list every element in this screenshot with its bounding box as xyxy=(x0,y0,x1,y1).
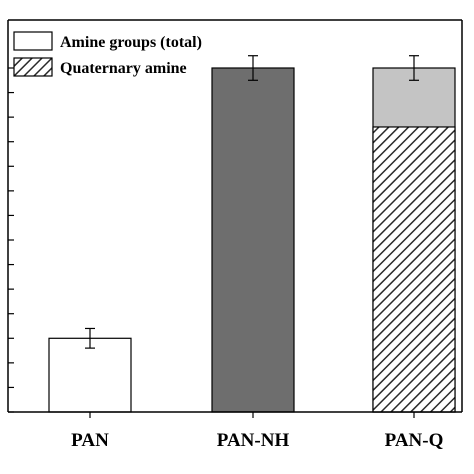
bars-group xyxy=(48,55,456,413)
x-tick-label-pan: PAN xyxy=(71,430,109,451)
bar-total-pan xyxy=(48,337,132,413)
x-tick-label-pan-nh: PAN-NH xyxy=(217,430,290,451)
legend-swatch-quaternary xyxy=(13,57,53,77)
x-tick-labels: PAN PAN-NH PAN-Q xyxy=(71,430,443,451)
legend-label-amine-total: Amine groups (total) xyxy=(60,34,202,51)
legend-label-quaternary: Quaternary amine xyxy=(60,60,187,77)
x-tick-label-pan-q: PAN-Q xyxy=(385,430,444,451)
legend: Amine groups (total) Quaternary amine xyxy=(13,31,202,77)
legend-swatch-amine-total xyxy=(13,31,53,51)
bar-total-pan-nh xyxy=(211,67,295,413)
axes-group xyxy=(7,19,463,418)
bar-quaternary-pan-q xyxy=(372,126,456,413)
